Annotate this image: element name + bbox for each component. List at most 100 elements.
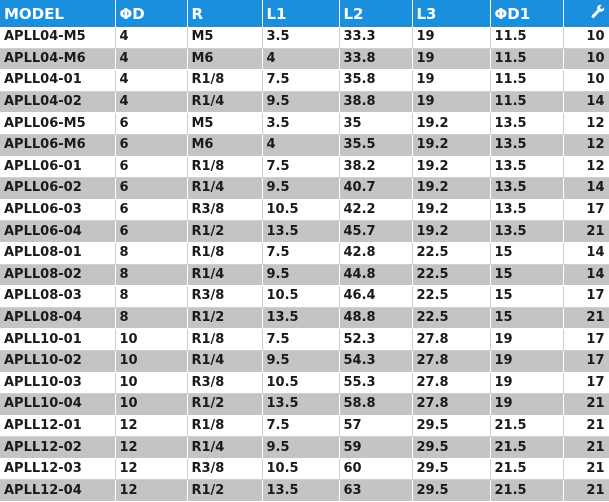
cell-wrench-size: 10 [563, 48, 609, 71]
cell-model: APLL06-M6 [0, 134, 116, 157]
cell-model: APLL08-02 [0, 264, 116, 287]
table-row: APLL04-M6 4 M6 4 33.8 19 11.5 10 [0, 48, 609, 71]
cell-l2: 38.8 [339, 91, 413, 114]
cell-l1: 13.5 [262, 307, 340, 330]
header-body-diameter: ΦD1 [490, 0, 564, 27]
header-l2: L2 [339, 0, 413, 27]
cell-wrench-size: 10 [563, 27, 609, 49]
cell-model: APLL10-04 [0, 393, 116, 416]
cell-wrench-size: 17 [563, 328, 609, 351]
table-row: APLL04-01 4 R1/8 7.5 35.8 19 11.5 10 [0, 69, 609, 92]
cell-l3: 29.5 [412, 458, 491, 481]
table-row: APLL08-01 8 R1/8 7.5 42.8 22.5 15 14 [0, 242, 609, 265]
cell-wrench-size: 12 [563, 156, 609, 179]
cell-thread: R1/2 [187, 479, 263, 502]
table-row: APLL08-02 8 R1/4 9.5 44.8 22.5 15 14 [0, 264, 609, 287]
cell-tube-diameter: 10 [115, 350, 188, 373]
cell-thread: R3/8 [187, 285, 263, 308]
cell-body-diameter: 15 [490, 242, 564, 265]
cell-thread: R1/4 [187, 91, 263, 114]
cell-l1: 7.5 [262, 242, 340, 265]
cell-l3: 19 [412, 69, 491, 92]
cell-l2: 45.7 [339, 220, 413, 243]
cell-tube-diameter: 12 [115, 479, 188, 502]
cell-l2: 48.8 [339, 307, 413, 330]
cell-body-diameter: 19 [490, 372, 564, 395]
cell-wrench-size: 14 [563, 242, 609, 265]
cell-l3: 27.8 [412, 328, 491, 351]
cell-wrench-size: 12 [563, 112, 609, 135]
cell-tube-diameter: 10 [115, 372, 188, 395]
cell-tube-diameter: 6 [115, 199, 188, 222]
table-row: APLL10-02 10 R1/4 9.5 54.3 27.8 19 17 [0, 350, 609, 373]
cell-wrench-size: 14 [563, 91, 609, 114]
cell-l1: 7.5 [262, 156, 340, 179]
cell-tube-diameter: 6 [115, 156, 188, 179]
cell-body-diameter: 11.5 [490, 27, 564, 49]
cell-body-diameter: 21.5 [490, 415, 564, 438]
cell-body-diameter: 15 [490, 307, 564, 330]
cell-l1: 9.5 [262, 264, 340, 287]
cell-body-diameter: 11.5 [490, 69, 564, 92]
cell-l2: 54.3 [339, 350, 413, 373]
cell-l1: 10.5 [262, 285, 340, 308]
cell-body-diameter: 11.5 [490, 48, 564, 71]
table-row: APLL12-02 12 R1/4 9.5 59 29.5 21.5 21 [0, 436, 609, 459]
cell-l1: 9.5 [262, 177, 340, 200]
cell-l2: 57 [339, 415, 413, 438]
cell-thread: R3/8 [187, 199, 263, 222]
cell-l2: 58.8 [339, 393, 413, 416]
cell-model: APLL04-M6 [0, 48, 116, 71]
table-row: APLL06-M5 6 M5 3.5 35 19.2 13.5 12 [0, 112, 609, 135]
cell-l1: 13.5 [262, 393, 340, 416]
cell-wrench-size: 21 [563, 479, 609, 502]
cell-l2: 33.8 [339, 48, 413, 71]
cell-l1: 7.5 [262, 415, 340, 438]
table-row: APLL08-04 8 R1/2 13.5 48.8 22.5 15 21 [0, 307, 609, 330]
cell-l2: 35.5 [339, 134, 413, 157]
cell-model: APLL08-04 [0, 307, 116, 330]
table-row: APLL04-M5 4 M5 3.5 33.3 19 11.5 10 [0, 27, 609, 49]
cell-l1: 9.5 [262, 350, 340, 373]
cell-model: APLL12-04 [0, 479, 116, 502]
cell-l2: 42.8 [339, 242, 413, 265]
cell-l3: 22.5 [412, 264, 491, 287]
cell-wrench-size: 21 [563, 415, 609, 438]
cell-l1: 7.5 [262, 69, 340, 92]
cell-model: APLL04-M5 [0, 27, 116, 49]
cell-tube-diameter: 4 [115, 69, 188, 92]
cell-model: APLL12-02 [0, 436, 116, 459]
cell-thread: R1/8 [187, 328, 263, 351]
cell-thread: R1/8 [187, 156, 263, 179]
cell-thread: R1/4 [187, 264, 263, 287]
cell-l2: 35.8 [339, 69, 413, 92]
cell-body-diameter: 21.5 [490, 436, 564, 459]
cell-l2: 60 [339, 458, 413, 481]
cell-thread: R1/8 [187, 242, 263, 265]
cell-model: APLL06-M5 [0, 112, 116, 135]
cell-l3: 19 [412, 91, 491, 114]
cell-model: APLL10-02 [0, 350, 116, 373]
cell-l1: 9.5 [262, 436, 340, 459]
cell-l1: 9.5 [262, 91, 340, 114]
cell-model: APLL06-02 [0, 177, 116, 200]
cell-l3: 19 [412, 27, 491, 49]
header-l3: L3 [412, 0, 491, 27]
cell-thread: M6 [187, 48, 263, 71]
cell-body-diameter: 19 [490, 350, 564, 373]
cell-tube-diameter: 8 [115, 242, 188, 265]
cell-body-diameter: 13.5 [490, 156, 564, 179]
table-row: APLL10-01 10 R1/8 7.5 52.3 27.8 19 17 [0, 328, 609, 351]
cell-l2: 38.2 [339, 156, 413, 179]
cell-body-diameter: 13.5 [490, 220, 564, 243]
cell-model: APLL10-01 [0, 328, 116, 351]
cell-l1: 13.5 [262, 479, 340, 502]
cell-l3: 19 [412, 48, 491, 71]
cell-tube-diameter: 4 [115, 91, 188, 114]
cell-model: APLL06-03 [0, 199, 116, 222]
cell-tube-diameter: 6 [115, 134, 188, 157]
cell-tube-diameter: 10 [115, 393, 188, 416]
cell-l2: 55.3 [339, 372, 413, 395]
cell-model: APLL10-03 [0, 372, 116, 395]
